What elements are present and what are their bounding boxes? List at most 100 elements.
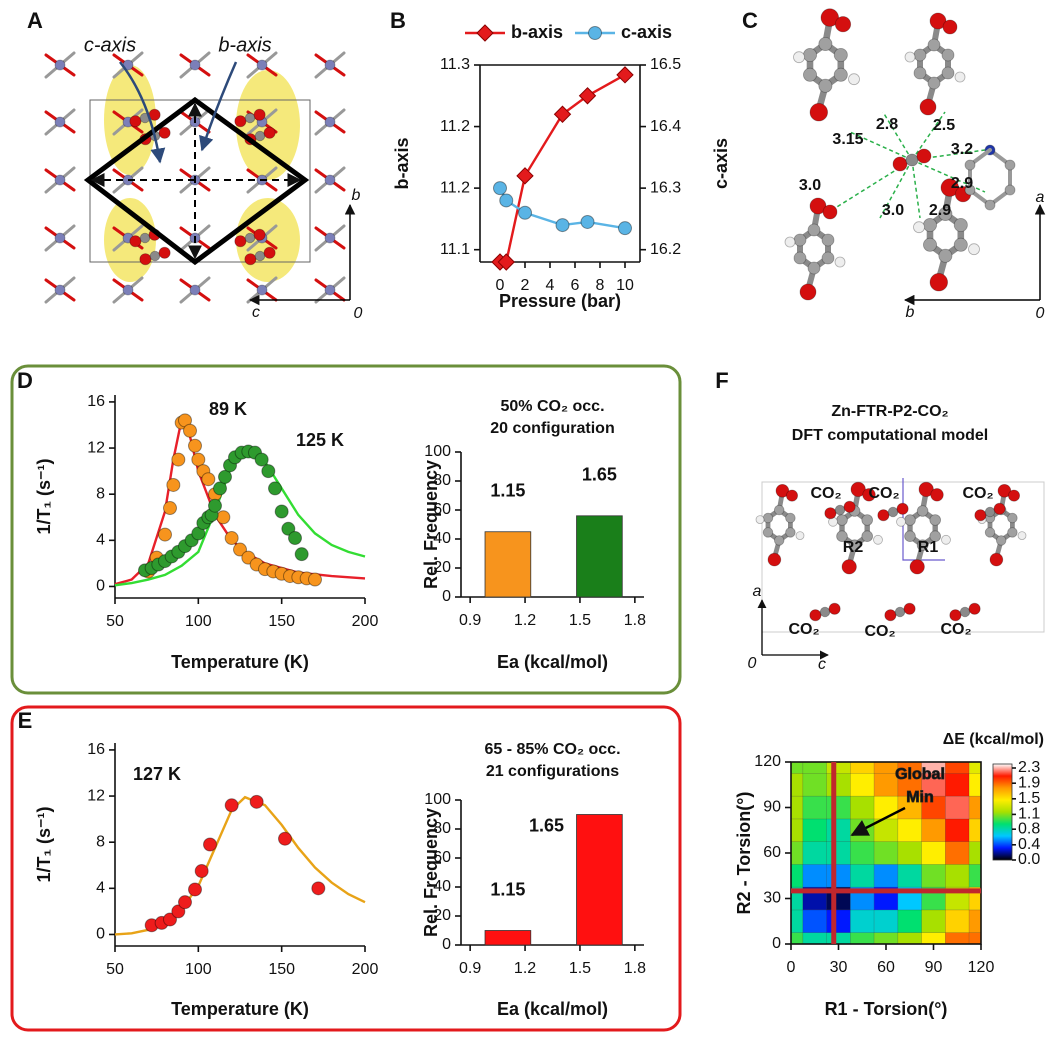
bar-label: 1.15: [490, 879, 525, 899]
illustration-shape: [150, 251, 160, 261]
axis-caption: b-axis: [218, 34, 271, 56]
y-axis-title: Rel. Frequency: [421, 460, 441, 589]
contour-cell: [922, 864, 946, 887]
illustration-shape: [917, 506, 928, 517]
illustration-shape: [885, 610, 896, 621]
legend-label: b-axis: [511, 22, 563, 42]
y-tick-label: 0: [442, 588, 451, 605]
illustration-shape: [235, 236, 246, 247]
contour-cell: [803, 933, 827, 944]
annotation: 125 K: [296, 430, 344, 450]
x-axis-title: Ea (kcal/mol): [497, 999, 608, 1019]
illustration-shape: [835, 257, 845, 267]
data-point: [204, 838, 217, 851]
illustration-shape: [923, 238, 936, 251]
contour-cell: [874, 910, 898, 933]
contour-cell: [898, 933, 922, 944]
contour-cell: [803, 864, 827, 887]
illustration-shape: [835, 17, 850, 32]
y-tick-label: 12: [87, 787, 105, 804]
illustration-shape: [190, 285, 200, 295]
contour-cell: [803, 762, 827, 773]
distance-label: 3.0: [882, 202, 904, 219]
contour-cell: [945, 796, 969, 819]
illustration-shape: [140, 233, 150, 243]
illustration-shape: [920, 99, 936, 115]
x-tick-label: 1.2: [514, 960, 536, 977]
data-point: [262, 465, 275, 478]
contour-cell: [969, 864, 981, 887]
illustration-shape: [939, 249, 952, 262]
data-point: [289, 532, 302, 545]
model-title: Zn-FTR-P2-CO₂: [831, 403, 948, 420]
colorbar-tick-label: 1.9: [1018, 774, 1040, 791]
illustration-shape: [325, 60, 335, 70]
x-tick-label: 1.5: [569, 960, 591, 977]
illustration-shape: [245, 233, 255, 243]
illustration-shape: [190, 60, 200, 70]
contour-cell: [969, 842, 981, 865]
illustration-shape: [794, 52, 805, 63]
contour-cell: [945, 910, 969, 933]
panel-label: F: [715, 368, 728, 393]
colorbar: [993, 764, 1012, 860]
illustration-shape: [794, 252, 806, 264]
illustration-shape: [874, 535, 883, 544]
illustration-shape: [786, 513, 796, 523]
illustration-shape: [1018, 532, 1026, 540]
illustration-shape: [159, 247, 170, 258]
contour-cell: [969, 762, 981, 773]
data-point: [494, 182, 507, 195]
contour-cell: [969, 910, 981, 933]
colorbar-tick-label: 0.0: [1018, 851, 1040, 868]
molecule-label: CO₂: [940, 621, 971, 638]
contour-cell: [874, 842, 898, 865]
x-axis-title: R1 - Torsion(°): [825, 999, 948, 1019]
data-point: [189, 883, 202, 896]
contour-cell: [827, 933, 851, 944]
x-tick-label: 0.9: [459, 612, 481, 629]
y-tick-label: 4: [96, 880, 105, 897]
illustration-shape: [923, 218, 936, 231]
illustration-shape: [950, 610, 961, 621]
y-tick-label: 0: [96, 578, 105, 595]
distance-label: 3.0: [799, 177, 821, 194]
illustration-shape: [914, 222, 925, 233]
bar: [485, 532, 531, 597]
contour-cell: [827, 842, 851, 865]
distance-label: 2.9: [951, 175, 973, 192]
data-point: [179, 896, 192, 909]
x-tick-label: 0: [787, 959, 796, 976]
axis-letter: b: [906, 304, 915, 321]
x-tick-label: 1.2: [514, 612, 536, 629]
illustration-shape: [785, 237, 795, 247]
contour-cell: [922, 910, 946, 933]
y-tick-label: 8: [96, 833, 105, 850]
line: [500, 75, 625, 262]
legend-label: c-axis: [621, 22, 672, 42]
x-tick-label: 50: [106, 613, 124, 630]
illustration-shape: [55, 285, 65, 295]
contour-cell: [827, 819, 851, 842]
illustration-shape: [862, 515, 873, 526]
x-tick-label: 1.5: [569, 612, 591, 629]
y2-tick-label: 16.4: [650, 118, 681, 135]
illustration-shape: [835, 505, 845, 515]
contour-cell: [850, 910, 874, 933]
illustration-shape: [914, 49, 926, 61]
distance-label: 3.15: [832, 131, 863, 148]
panel-label: C: [742, 8, 758, 33]
illustration-shape: [837, 515, 848, 526]
colorbar-title: ΔE (kcal/mol): [943, 731, 1044, 748]
colorbar-tick-label: 1.1: [1018, 806, 1040, 823]
contour-cell: [827, 762, 851, 773]
y-tick-label: 30: [763, 890, 781, 907]
y-tick-label: 90: [763, 799, 781, 816]
illustration-shape: [829, 603, 840, 614]
y-tick-label: 4: [96, 532, 105, 549]
y-tick-label: 11.3: [440, 56, 470, 73]
contour-cell: [850, 933, 874, 944]
contour-cell: [945, 864, 969, 887]
illustration-shape: [849, 74, 860, 85]
y-axis-title: Rel. Frequency: [421, 808, 441, 937]
